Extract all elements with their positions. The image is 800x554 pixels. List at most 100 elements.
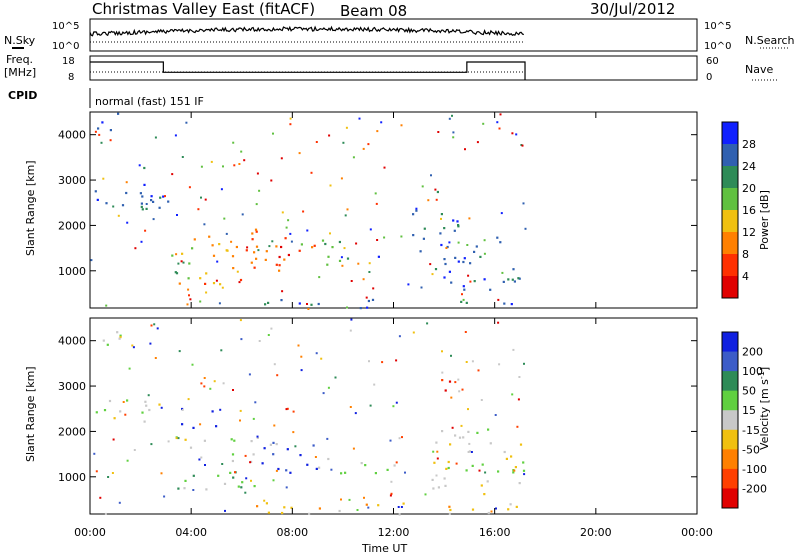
velocity-speckle	[177, 437, 180, 440]
velocity-speckle	[272, 479, 275, 482]
power-speckle	[368, 271, 371, 273]
power-speckle	[200, 196, 202, 199]
velocity-speckle	[465, 361, 468, 363]
power-speckle	[342, 141, 345, 144]
power-cell	[453, 229, 456, 232]
velocity-speckle	[495, 507, 497, 510]
velocity-cell	[285, 469, 288, 472]
velocity-speckle	[244, 454, 247, 457]
velocity-colorbar-tick: -100	[742, 463, 767, 476]
power-cell	[457, 224, 460, 227]
velocity-cell	[471, 464, 474, 467]
time-tick-label: 00:00	[681, 526, 713, 539]
power-speckle	[350, 280, 353, 282]
velocity-speckle	[220, 349, 223, 352]
power-panel-frame	[89, 111, 698, 309]
power-speckle	[462, 298, 465, 301]
power-cell	[517, 277, 520, 280]
power-cell	[181, 252, 184, 255]
velocity-colorbar-tick: 15	[742, 404, 756, 417]
power-speckle	[171, 173, 174, 176]
power-cell	[287, 253, 290, 257]
velocity-panel-frame	[89, 317, 698, 515]
velocity-speckle	[250, 479, 252, 482]
power-cell	[140, 205, 143, 208]
velocity-speckle	[285, 486, 288, 489]
power-cell	[231, 255, 235, 258]
power-speckle	[117, 214, 120, 217]
power-speckle	[340, 256, 343, 259]
power-cell	[141, 195, 144, 198]
velocity-speckle	[450, 396, 453, 399]
power-cell	[101, 121, 104, 124]
velocity-cell	[267, 511, 270, 514]
time-axis: 00:00 04:00 08:00 12:00 16:00 20:00 00:00	[74, 526, 713, 539]
power-speckle	[270, 179, 273, 182]
velocity-cell	[510, 455, 513, 458]
noise-left-tick-top: 10^5	[52, 21, 79, 32]
velocity-speckle	[389, 439, 392, 442]
power-cell	[125, 191, 128, 195]
velocity-speckle	[248, 373, 251, 376]
power-speckle	[218, 302, 221, 305]
velocity-speckle	[245, 477, 248, 480]
power-speckle	[307, 308, 310, 310]
velocity-cell	[402, 502, 405, 505]
power-speckle	[328, 134, 331, 137]
power-cell	[284, 237, 287, 240]
power-cell	[440, 243, 443, 247]
power-speckle	[310, 171, 313, 174]
velocity-speckle	[232, 389, 234, 391]
power-cell	[311, 246, 314, 249]
power-cell	[251, 232, 254, 235]
power-colorbar-label: Power [dB]	[758, 190, 771, 250]
power-speckle	[271, 240, 274, 243]
velocity-speckle	[200, 382, 203, 385]
velocity-speckle	[93, 452, 96, 455]
velocity-speckle	[263, 499, 266, 502]
power-data-cells	[90, 112, 527, 310]
velocity-speckle	[398, 513, 401, 516]
velocity-speckle	[178, 350, 181, 353]
power-speckle	[256, 172, 259, 175]
velocity-cell	[448, 505, 451, 508]
power-speckle	[94, 130, 97, 133]
power-colorbar-segment	[722, 122, 738, 145]
cpid-label: CPID	[8, 89, 37, 102]
power-cell	[171, 254, 174, 257]
velocity-cell	[489, 442, 492, 445]
velocity-speckle	[239, 419, 241, 422]
velocity-speckle	[270, 327, 273, 330]
power-speckle	[175, 253, 178, 256]
power-cell	[502, 280, 505, 283]
velocity-cell	[435, 441, 438, 444]
velocity-cell	[119, 334, 122, 337]
velocity-speckle	[450, 354, 452, 357]
power-speckle	[281, 290, 284, 293]
power-cell	[473, 280, 476, 283]
power-colorbar-tick: 16	[742, 204, 756, 217]
velocity-speckle	[480, 399, 483, 401]
power-speckle	[243, 159, 246, 162]
velocity-speckle	[432, 450, 435, 453]
power-speckle	[464, 148, 466, 151]
power-cell	[280, 245, 283, 249]
power-cell	[265, 250, 268, 253]
velocity-speckle	[234, 471, 236, 474]
velocity-speckle	[400, 506, 403, 508]
power-speckle	[152, 218, 155, 221]
velocity-speckle	[156, 327, 159, 330]
power-cell	[460, 300, 463, 303]
power-cell	[275, 245, 278, 248]
power-speckle	[380, 121, 383, 124]
power-speckle	[90, 259, 93, 262]
velocity-speckle	[187, 398, 190, 401]
power-cell	[465, 301, 468, 304]
power-cell	[264, 303, 267, 306]
freq-tick-top: 18	[62, 56, 75, 67]
velocity-cell	[365, 503, 368, 506]
velocity-cell	[286, 448, 289, 451]
power-cell	[511, 278, 514, 281]
power-speckle	[257, 249, 260, 252]
velocity-cell	[360, 462, 363, 465]
